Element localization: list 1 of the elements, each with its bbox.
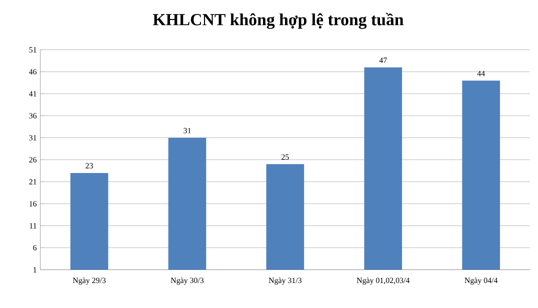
chart-title: KHLCNT không hợp lệ trong tuần <box>152 13 404 30</box>
